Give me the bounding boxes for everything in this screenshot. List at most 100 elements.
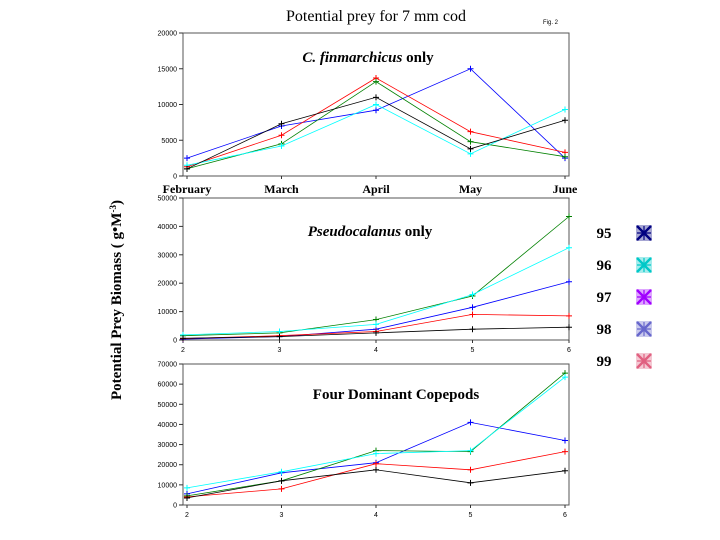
- y-tick-label: 20000: [158, 31, 178, 38]
- chart-panel-2: 0 10000 20000 30000 40000 50000 2 3 4 5 6 Pseudocal…: [158, 196, 572, 354]
- legend-label: 97: [597, 290, 613, 306]
- y-tick-label: 70000: [158, 362, 178, 369]
- legend-item-99: 99: [597, 353, 652, 370]
- data-point: [184, 155, 190, 162]
- series-line: [186, 421, 566, 495]
- data-point: [373, 107, 379, 114]
- y-tick-label: 60000: [158, 382, 178, 389]
- data-point: [184, 165, 190, 172]
- y-axis-label-dot: •: [108, 227, 124, 232]
- data-point: [278, 468, 285, 475]
- data-point: [562, 117, 568, 124]
- x-tick-label: 2: [185, 512, 189, 519]
- legend-label: 96: [597, 258, 613, 274]
- data-point: [278, 477, 285, 484]
- y-tick-label: 50000: [158, 402, 178, 409]
- x-tick-label: 5: [469, 512, 473, 519]
- y-tick-label: 30000: [158, 252, 178, 259]
- panel-title-text: only: [402, 50, 434, 66]
- data-point: [373, 460, 379, 467]
- data-point: [566, 324, 572, 331]
- data-point: [276, 333, 283, 340]
- data-point: [562, 437, 568, 444]
- y-tick-label: 5000: [161, 138, 177, 145]
- figure-label: Fig. 2: [543, 20, 559, 26]
- data-point: [373, 78, 379, 85]
- data-point: [373, 321, 379, 328]
- data-point: [566, 278, 572, 285]
- x-tick-label: 3: [278, 347, 282, 354]
- panel-title-text: Four Dominant Copepods: [313, 387, 480, 403]
- data-point: [373, 94, 379, 101]
- legend-swatch-cross: [637, 354, 651, 368]
- chart-panel-3: 0 10000 20000 30000 40000 50000 60000 70000 2 3 4 5…: [158, 362, 570, 519]
- legend-swatch-cross: [637, 226, 651, 240]
- y-tick-label: 10000: [158, 309, 178, 316]
- data-point: [467, 150, 474, 157]
- legend-item-95: 95: [597, 225, 652, 242]
- data-point: [469, 291, 476, 298]
- y-axis-label: Potential Prey Biomass ( g•M-3): [108, 200, 125, 400]
- x-tick-label: 4: [374, 512, 378, 519]
- x-tick-label: 5: [471, 347, 475, 354]
- data-point: [373, 466, 379, 473]
- data-point: [467, 419, 474, 426]
- y-tick-label: 20000: [158, 462, 178, 469]
- data-point: [467, 65, 474, 72]
- legend-swatch-cross: [637, 322, 651, 336]
- data-point: [184, 494, 190, 501]
- data-point: [180, 335, 186, 342]
- x-tick-label: June: [553, 182, 578, 196]
- y-tick-label: 0: [173, 174, 177, 181]
- data-point: [276, 328, 283, 335]
- panel-title-italic: Pseudocalanus: [308, 224, 402, 240]
- y-tick-label: 15000: [158, 66, 178, 73]
- data-point: [469, 326, 476, 333]
- data-point: [566, 213, 572, 220]
- x-tick-label: May: [459, 182, 482, 196]
- x-tick-label: April: [362, 182, 390, 196]
- legend: 95 96 97 98 99: [597, 225, 652, 370]
- data-point: [469, 304, 476, 311]
- x-tick-label: 3: [280, 512, 284, 519]
- data-point: [467, 466, 474, 473]
- data-point: [278, 485, 285, 492]
- data-point: [562, 374, 568, 381]
- x-tick-label: 2: [181, 347, 185, 354]
- legend-swatch-pattern: [636, 225, 652, 241]
- data-point: [467, 138, 474, 145]
- data-point: [566, 244, 572, 251]
- panel-title-text: only: [401, 224, 433, 240]
- panel-title: C. finmarchicus only: [302, 50, 434, 66]
- charts-group: 0 5000 10000 15000 20000 February March April Ma…: [158, 31, 578, 520]
- legend-swatch-cross: [637, 290, 651, 304]
- panel-title: Pseudocalanus only: [308, 224, 433, 240]
- legend-label: 95: [597, 226, 612, 242]
- legend-item-98: 98: [597, 321, 652, 338]
- x-tick-label: 6: [567, 347, 571, 354]
- y-tick-label: 20000: [158, 281, 178, 288]
- data-point: [278, 142, 285, 149]
- data-point: [467, 447, 474, 454]
- legend-item-97: 97: [597, 289, 652, 306]
- x-tick-label: 4: [374, 347, 378, 354]
- data-point: [566, 312, 572, 319]
- data-point: [373, 329, 379, 336]
- y-tick-label: 10000: [158, 482, 178, 489]
- data-point: [469, 311, 476, 318]
- chart-panel-1: 0 5000 10000 15000 20000 February March April Ma…: [158, 31, 578, 197]
- y-tick-label: 0: [173, 338, 177, 345]
- data-point: [373, 101, 379, 108]
- data-point: [278, 132, 285, 139]
- y-tick-label: 30000: [158, 442, 178, 449]
- data-point: [562, 467, 568, 474]
- legend-swatch-pattern: [636, 257, 652, 273]
- y-tick-label: 40000: [158, 224, 178, 231]
- legend-item-96: 96: [597, 257, 652, 274]
- data-point: [373, 450, 379, 457]
- panel-title-italic: C. finmarchicus: [302, 50, 402, 66]
- legend-swatch-pattern: [636, 353, 652, 369]
- legend-swatch-pattern: [636, 321, 652, 337]
- data-point: [562, 153, 568, 160]
